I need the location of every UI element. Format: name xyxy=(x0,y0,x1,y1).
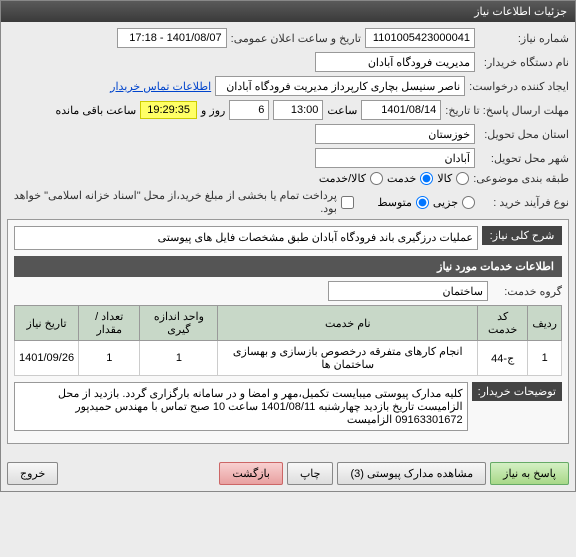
chap-button[interactable]: چاپ xyxy=(287,462,334,485)
table-row: 1 ج-44 انجام کارهای متفرقه درخصوص بازساز… xyxy=(15,341,562,376)
group-input[interactable] xyxy=(328,281,488,301)
bazgasht-button[interactable]: بازگشت xyxy=(219,462,283,485)
creator-label: ایجاد کننده درخواست: xyxy=(469,80,569,93)
th-date: تاریخ نیاز xyxy=(15,306,79,341)
jozi-radio[interactable] xyxy=(462,196,475,209)
details-box: شرح کلی نیاز: عملیات درزگیری باند فرودگا… xyxy=(7,219,569,444)
khedmat-radio[interactable] xyxy=(420,172,433,185)
ostan-input[interactable] xyxy=(315,124,475,144)
deadline-date-input[interactable] xyxy=(361,100,441,120)
sharh-label: شرح کلی نیاز: xyxy=(482,226,562,245)
kalakhedmat-radio-label: کالا/خدمت xyxy=(319,172,366,185)
motevaset-radio[interactable] xyxy=(416,196,429,209)
creator-input[interactable] xyxy=(215,76,465,96)
services-table: ردیف کد خدمت نام خدمت واحد اندازه گیری ت… xyxy=(14,305,562,376)
th-name: نام خدمت xyxy=(218,306,478,341)
jozi-radio-label: جزیی xyxy=(433,196,458,209)
content: شماره نیاز: تاریخ و ساعت اعلان عمومی: نا… xyxy=(1,22,575,456)
dastgah-label: نام دستگاه خریدار: xyxy=(479,56,569,69)
announce-input[interactable] xyxy=(117,28,227,48)
pasokh-button[interactable]: پاسخ به نیاز xyxy=(490,462,569,485)
th-qty: تعداد / مقدار xyxy=(79,306,140,341)
khedmat-radio-label: خدمت xyxy=(387,172,416,185)
tozih-text: کلیه مدارک پیوستی میبایست تکمیل،مهر و ام… xyxy=(14,382,468,431)
tozih-label: توضیحات خریدار: xyxy=(472,382,562,401)
footer: پاسخ به نیاز مشاهده مدارک پیوستی (3) چاپ… xyxy=(1,456,575,491)
td-date: 1401/09/26 xyxy=(15,341,79,376)
td-name: انجام کارهای متفرقه درخصوص بازسازی و بهس… xyxy=(218,341,478,376)
niaz-no-label: شماره نیاز: xyxy=(479,32,569,45)
group-label: گروه خدمت: xyxy=(492,285,562,298)
th-unit: واحد اندازه گیری xyxy=(140,306,218,341)
dastgah-input[interactable] xyxy=(315,52,475,72)
deadline-time-input[interactable] xyxy=(273,100,323,120)
shahr-input[interactable] xyxy=(315,148,475,168)
rooz-va-label: روز و xyxy=(201,104,225,117)
kalakhedmat-radio[interactable] xyxy=(370,172,383,185)
ostan-label: استان محل تحویل: xyxy=(479,128,569,141)
window: جزئیات اطلاعات نیاز شماره نیاز: تاریخ و … xyxy=(0,0,576,492)
services-bar: اطلاعات خدمات مورد نیاز xyxy=(14,256,562,277)
kala-radio[interactable] xyxy=(456,172,469,185)
days-input[interactable] xyxy=(229,100,269,120)
saat-label: ساعت xyxy=(327,104,357,117)
kala-radio-label: کالا xyxy=(437,172,452,185)
khorooj-button[interactable]: خروج xyxy=(7,462,58,485)
payment-note: پرداخت تمام یا بخشی از مبلغ خرید،از محل … xyxy=(7,189,337,215)
td-radif: 1 xyxy=(528,341,562,376)
madarek-button[interactable]: مشاهده مدارک پیوستی (3) xyxy=(337,462,486,485)
contact-link[interactable]: اطلاعات تماس خریدار xyxy=(110,80,211,93)
tabaghe-label: طبقه بندی موضوعی: xyxy=(473,172,569,185)
farayand-label: نوع فرآیند خرید : xyxy=(479,196,569,209)
payment-checkbox[interactable] xyxy=(341,196,354,209)
countdown: 19:29:35 xyxy=(140,101,197,119)
th-code: کد خدمت xyxy=(478,306,528,341)
motevaset-radio-label: متوسط xyxy=(377,196,412,209)
announce-label: تاریخ و ساعت اعلان عمومی: xyxy=(231,32,361,45)
titlebar: جزئیات اطلاعات نیاز xyxy=(1,1,575,22)
td-qty: 1 xyxy=(79,341,140,376)
td-unit: 1 xyxy=(140,341,218,376)
th-radif: ردیف xyxy=(528,306,562,341)
remain-label: ساعت باقی مانده xyxy=(55,104,136,117)
td-code: ج-44 xyxy=(478,341,528,376)
niaz-no-input[interactable] xyxy=(365,28,475,48)
sharh-text: عملیات درزگیری باند فرودگاه آبادان طبق م… xyxy=(14,226,478,250)
shahr-label: شهر محل تحویل: xyxy=(479,152,569,165)
deadline-label: مهلت ارسال پاسخ: تا تاریخ: xyxy=(445,104,569,117)
